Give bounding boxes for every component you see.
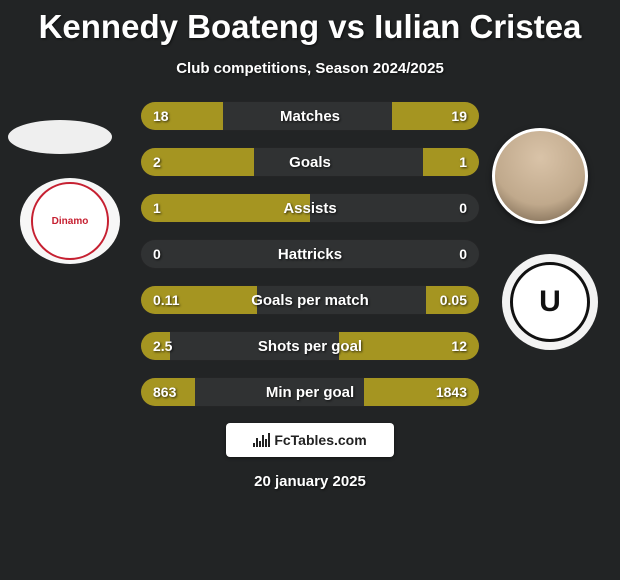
ucluj-crest: U bbox=[510, 262, 590, 342]
stat-row: 1 0 Assists bbox=[140, 193, 480, 223]
stat-label: Goals per match bbox=[251, 292, 369, 309]
stat-value-left: 863 bbox=[153, 384, 176, 400]
stat-row: 0.11 0.05 Goals per match bbox=[140, 285, 480, 315]
page-title: Kennedy Boateng vs Iulian Cristea bbox=[0, 0, 620, 46]
stat-value-right: 19 bbox=[451, 108, 467, 124]
stat-value-right: 0.05 bbox=[440, 292, 467, 308]
stats-container: 18 19 Matches 2 1 Goals 1 0 Assists 0 0 Hattricks 0.… bbox=[140, 101, 480, 407]
stat-label: Matches bbox=[280, 108, 340, 125]
stat-row: 863 1843 Min per goal bbox=[140, 377, 480, 407]
stat-value-right: 0 bbox=[459, 246, 467, 262]
stat-row: 2.5 12 Shots per goal bbox=[140, 331, 480, 361]
stat-value-left: 18 bbox=[153, 108, 169, 124]
stat-row: 2 1 Goals bbox=[140, 147, 480, 177]
club-right-letter: U bbox=[539, 285, 561, 319]
stat-row: 0 0 Hattricks bbox=[140, 239, 480, 269]
player-left-avatar bbox=[8, 120, 112, 154]
club-right-badge: U bbox=[502, 254, 598, 350]
stat-label: Goals bbox=[289, 154, 331, 171]
fctables-logo: FcTables.com bbox=[226, 423, 394, 457]
stat-label: Assists bbox=[283, 200, 336, 217]
stat-fill-right bbox=[423, 148, 479, 176]
subtitle: Club competitions, Season 2024/2025 bbox=[0, 60, 620, 77]
stat-row: 18 19 Matches bbox=[140, 101, 480, 131]
stat-value-right: 1 bbox=[459, 154, 467, 170]
stat-label: Shots per goal bbox=[258, 338, 362, 355]
stat-label: Min per goal bbox=[266, 384, 354, 401]
stat-value-left: 0 bbox=[153, 246, 161, 262]
stat-value-left: 1 bbox=[153, 200, 161, 216]
footer-date: 20 january 2025 bbox=[0, 473, 620, 490]
logo-bars-icon bbox=[253, 433, 270, 447]
club-left-badge: Dinamo bbox=[20, 178, 120, 264]
stat-value-right: 1843 bbox=[436, 384, 467, 400]
stat-value-right: 0 bbox=[459, 200, 467, 216]
stat-value-left: 2 bbox=[153, 154, 161, 170]
stat-value-left: 0.11 bbox=[153, 292, 179, 308]
footer-brand-text: FcTables.com bbox=[274, 432, 366, 448]
stat-value-left: 2.5 bbox=[153, 338, 172, 354]
stat-label: Hattricks bbox=[278, 246, 342, 263]
dinamo-crest: Dinamo bbox=[31, 182, 109, 260]
player-right-avatar bbox=[492, 128, 588, 224]
stat-value-right: 12 bbox=[451, 338, 467, 354]
club-left-label: Dinamo bbox=[52, 216, 89, 227]
